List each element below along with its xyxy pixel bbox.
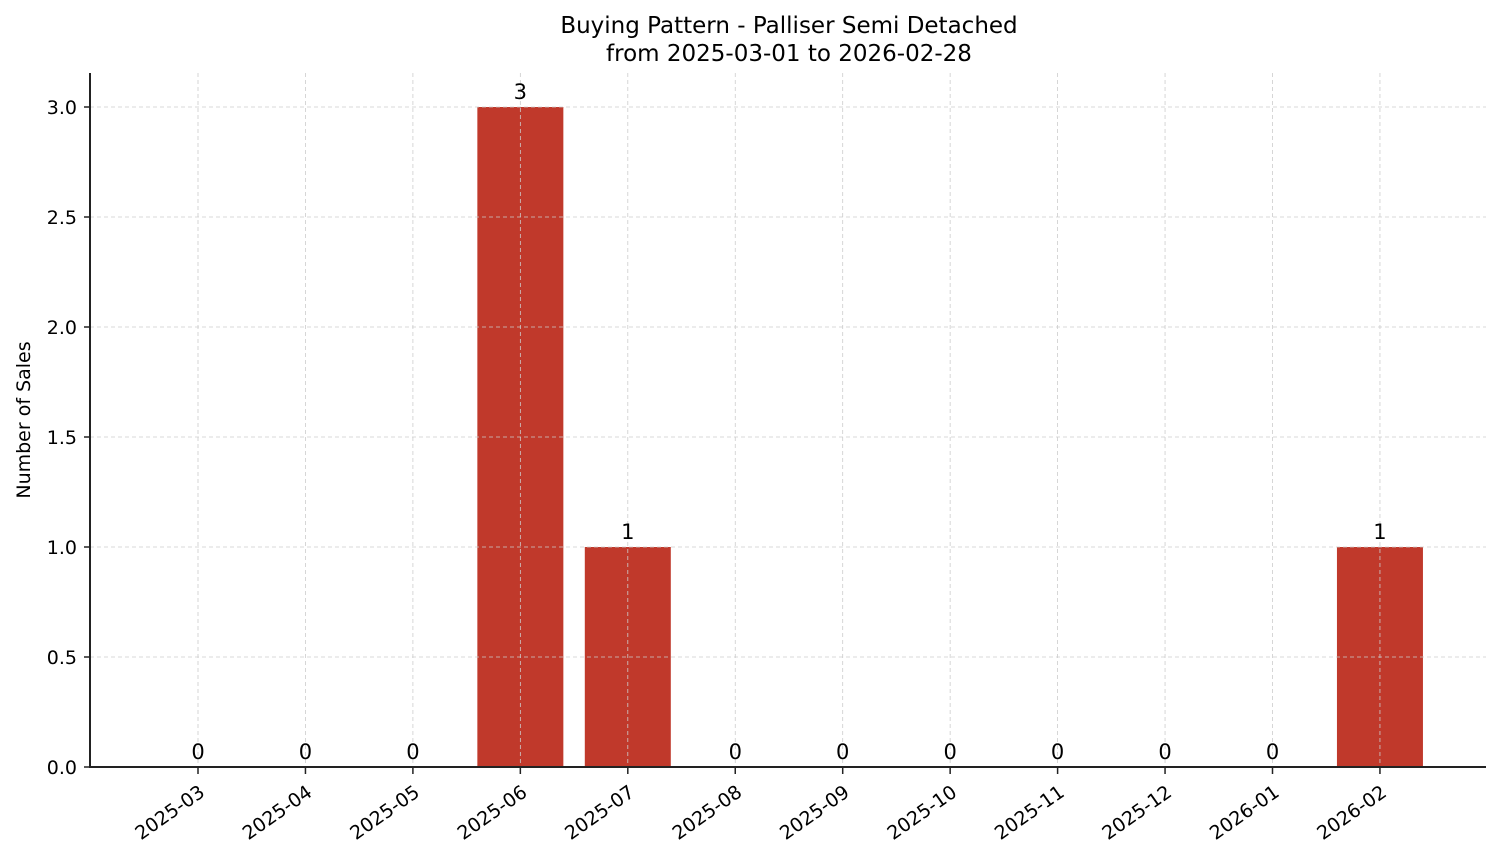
x-tick-label: 2025-10 <box>883 781 961 845</box>
chart-title: Buying Pattern - Palliser Semi Detached <box>560 13 1017 39</box>
x-tick-label: 2025-05 <box>346 781 424 845</box>
x-axis-ticks: 2025-03 2025-04 2025-05 2025-06 2025-07 2025-… <box>131 767 1391 845</box>
x-tick-label: 2025-09 <box>776 781 854 845</box>
x-tick-label: 2025-12 <box>1098 781 1176 845</box>
x-tick-label: 2025-08 <box>668 781 746 845</box>
x-tick-label: 2025-03 <box>131 781 209 845</box>
x-tick-label: 2025-06 <box>454 781 532 845</box>
y-tick-label: 3.0 <box>47 97 77 119</box>
y-tick-label: 2.5 <box>47 207 77 229</box>
bar-value-label: 0 <box>729 740 742 764</box>
bar-value-label: 0 <box>191 740 204 764</box>
x-tick-label: 2025-11 <box>991 781 1069 845</box>
chart-subtitle: from 2025-03-01 to 2026-02-28 <box>606 41 972 67</box>
y-tick-label: 0.5 <box>47 647 77 669</box>
grid-layer <box>90 73 1486 767</box>
y-tick-label: 2.0 <box>47 317 77 339</box>
bar-value-label: 0 <box>1051 740 1064 764</box>
x-tick-label: 2025-04 <box>239 781 317 845</box>
x-tick-label: 2026-02 <box>1313 781 1391 845</box>
bar-value-label: 1 <box>621 520 634 544</box>
y-axis-ticks: 0.0 0.5 1.0 1.5 2.0 2.5 3.0 <box>47 97 90 779</box>
y-tick-label: 1.5 <box>47 427 77 449</box>
bar-value-label: 3 <box>514 80 527 104</box>
bar-value-label: 0 <box>406 740 419 764</box>
bar-value-label: 0 <box>299 740 312 764</box>
y-axis-label: Number of Sales <box>13 341 35 498</box>
bar-value-label: 0 <box>943 740 956 764</box>
x-tick-label: 2026-01 <box>1206 781 1284 845</box>
bar-value-label: 1 <box>1373 520 1386 544</box>
y-tick-label: 1.0 <box>47 537 77 559</box>
bar-value-label: 0 <box>836 740 849 764</box>
bar-value-label: 0 <box>1266 740 1279 764</box>
bar-value-labels: 0 0 0 3 1 0 0 0 0 0 0 1 <box>191 80 1386 764</box>
x-tick-label: 2025-07 <box>561 781 639 845</box>
bar-value-label: 0 <box>1158 740 1171 764</box>
y-tick-label: 0.0 <box>47 757 77 779</box>
